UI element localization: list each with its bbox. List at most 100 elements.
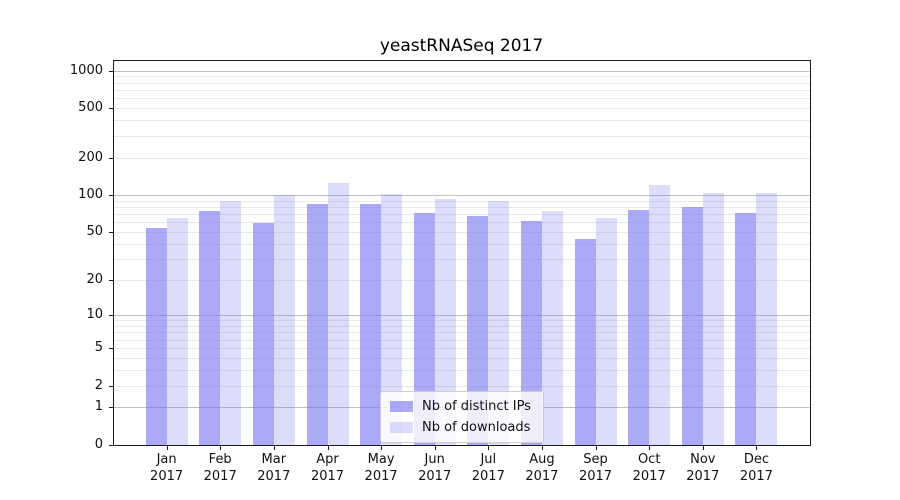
y-tick-mark-1 [109,407,113,409]
gridline-minor-40 [113,243,810,245]
x-tick-label-year: 2017 [632,469,666,484]
x-tick-label-sep: Sep 2017 [579,451,612,485]
gridline-minor-300 [113,135,810,137]
gridline-minor-200 [113,157,810,159]
axis-spine-left [113,60,114,446]
y-tick-mark-10 [109,315,113,316]
bar-downloads-feb [220,201,242,445]
x-tick-label-year: 2017 [525,469,559,484]
bar-distinct-ips-mar [252,223,274,445]
y-tick-mark-1000 [109,70,113,72]
x-tick-label-oct: Oct 2017 [633,451,666,485]
y-tick-label-20: 20 [86,272,103,287]
x-tick-label-month: Jul [480,452,497,467]
y-tick-label-1000: 1000 [69,62,103,78]
y-tick-label-2: 2 [94,377,103,393]
bar-distinct-ips-apr [306,203,328,445]
y-tick-mark-0 [109,445,113,446]
y-tick-label-5: 5 [94,339,103,355]
x-tick-label-year: 2017 [150,469,184,484]
y-tick-mark-20 [109,280,113,281]
x-tick-mark-aug [541,446,543,450]
gridline-minor-4 [113,357,810,359]
legend-row-downloads: Nb of downloads [381,417,543,438]
x-tick-label-month: Jan [156,452,177,467]
axis-spine-top [113,60,811,61]
x-tick-label-month: Oct [637,452,661,467]
bar-distinct-ips-feb [199,211,221,445]
bar-distinct-ips-aug [520,221,542,445]
legend-row-distinct-ips: Nb of distinct IPs [381,396,543,417]
x-tick-label-apr: Apr 2017 [311,451,344,485]
x-tick-label-month: May [367,452,395,467]
gridline-minor-500 [113,108,810,110]
legend-label: Nb of distinct IPs [422,399,531,414]
axis-spine-bottom [113,445,811,446]
legend-swatch [390,422,413,433]
x-tick-label-year: 2017 [471,469,505,484]
y-tick-label-10: 10 [86,307,103,322]
x-tick-label-year: 2017 [310,469,345,484]
gridline-minor-800 [113,82,810,84]
bar-downloads-nov [702,192,724,445]
x-tick-label-month: Jun [424,452,445,467]
gridline-minor-90 [113,200,810,202]
gridline-minor-9 [113,320,810,322]
x-tick-mark-feb [220,446,222,450]
y-tick-mark-200 [109,157,113,159]
gridline-minor-3 [113,369,810,371]
legend-label: Nb of downloads [422,420,531,435]
legend-swatch [390,401,413,412]
x-tick-label-month: Nov [690,452,716,467]
gridline-minor-5 [113,347,810,349]
y-tick-label-200: 200 [78,149,103,165]
x-tick-label-year: 2017 [257,469,291,484]
x-tick-label-month: Aug [529,452,555,467]
y-tick-label-50: 50 [86,223,103,239]
x-tick-mark-jul [488,446,490,450]
x-tick-mark-jun [434,446,436,450]
x-tick-mark-sep [595,446,597,450]
gridline-minor-700 [113,89,810,91]
gridline-major-1000 [113,70,810,72]
axis-spine-right [810,60,811,446]
bar-distinct-ips-dec [735,212,757,445]
bar-downloads-jun [434,199,456,445]
y-tick-label-1: 1 [94,399,103,415]
gridline-major-100 [113,194,810,196]
bar-downloads-apr [327,183,349,445]
x-tick-mark-jan [166,446,168,450]
bar-downloads-jul [488,201,510,445]
x-tick-mark-oct [649,446,651,450]
bar-downloads-dec [756,192,778,445]
gridline-minor-900 [113,76,810,78]
gridline-minor-6 [113,339,810,341]
bar-distinct-ips-oct [628,209,650,445]
y-tick-mark-100 [109,194,113,196]
plot-area: Nb of distinct IPs Nb of downloads [113,60,810,445]
gridline-minor-7 [113,332,810,334]
gridline-minor-2 [113,385,810,387]
x-tick-label-jan: Jan 2017 [150,451,183,485]
bar-downloads-aug [541,211,563,445]
x-tick-label-year: 2017 [739,469,773,484]
x-tick-mark-nov [702,446,704,450]
bar-distinct-ips-jan [145,227,167,445]
x-tick-label-jul: Jul 2017 [472,451,505,485]
bar-distinct-ips-may [360,204,382,445]
gridline-minor-400 [113,120,810,122]
y-tick-mark-2 [109,385,113,387]
x-tick-label-year: 2017 [364,469,398,484]
x-tick-label-month: Dec [743,452,769,467]
y-tick-label-0: 0 [94,437,103,452]
y-tick-mark-500 [109,108,113,110]
y-axis: 0 1 2 5 10 20 50 100 200 500 1000 [0,60,105,453]
x-tick-label-dec: Dec 2017 [740,451,773,485]
x-tick-label-month: Feb [208,452,232,467]
x-tick-label-nov: Nov 2017 [686,451,719,485]
x-tick-label-year: 2017 [203,469,237,484]
bar-downloads-may [381,193,403,445]
y-tick-mark-50 [109,231,113,233]
x-tick-label-month: Mar [261,452,287,467]
bar-distinct-ips-nov [681,206,703,445]
